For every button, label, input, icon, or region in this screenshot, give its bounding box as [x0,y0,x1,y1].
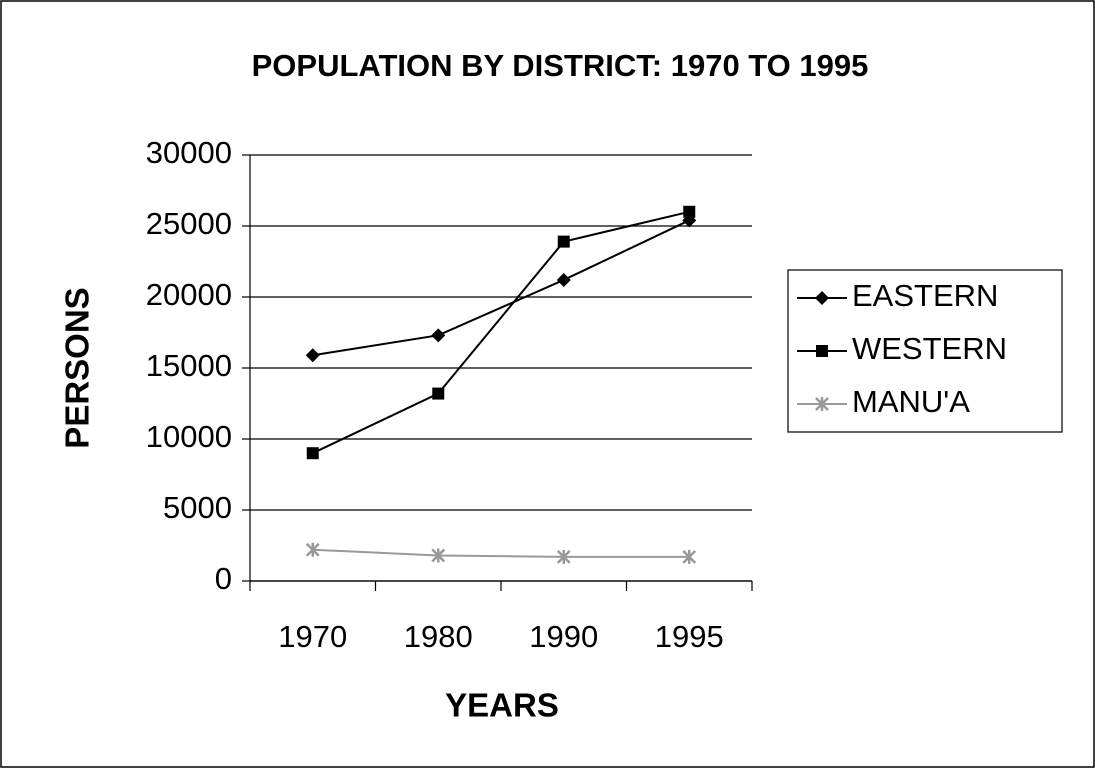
marker [815,291,829,305]
legend-label: WESTERN [852,331,1007,366]
chart-title: POPULATION BY DISTRICT: 1970 TO 1995 [252,48,869,83]
x-tick-label: 1980 [404,619,473,654]
marker [306,447,319,460]
marker [682,549,697,564]
marker [556,272,571,287]
marker [815,397,829,411]
legend-label: MANU'A [852,384,970,419]
x-tick-label: 1995 [655,619,724,654]
series-line [312,210,690,455]
x-axis-title: YEARS [445,687,559,724]
marker [305,542,320,557]
marker [556,549,571,564]
x-tick-label: 1990 [529,619,598,654]
y-tick-label: 10000 [146,419,232,454]
y-tick-label: 25000 [146,206,232,241]
y-axis-title: PERSONS [59,287,96,448]
series-line [312,219,690,357]
y-tick-label: 0 [215,561,232,596]
marker [683,205,696,218]
marker [432,387,445,400]
series-line [312,548,690,558]
marker [431,328,446,343]
y-tick-label: 30000 [146,135,232,170]
legend-label: EASTERN [852,278,998,313]
marker [557,235,570,248]
y-tick-label: 5000 [163,490,232,525]
marker [305,348,320,363]
y-tick-label: 20000 [146,277,232,312]
marker [431,548,446,563]
x-tick-label: 1970 [278,619,347,654]
y-tick-label: 15000 [146,348,232,383]
marker [816,345,828,357]
